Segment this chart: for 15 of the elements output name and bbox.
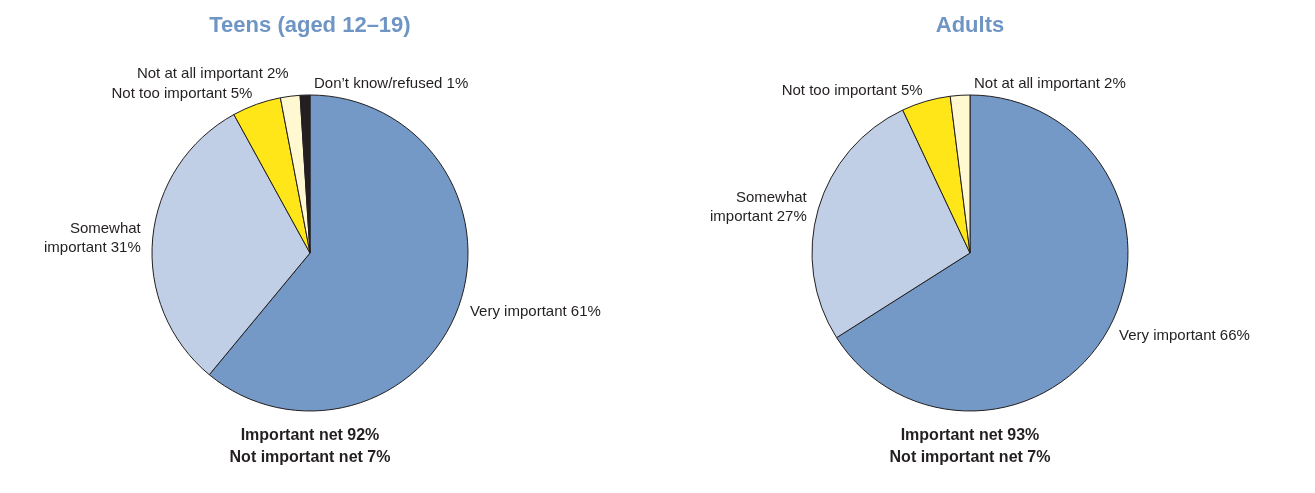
slice-label: Not at all important 2%	[974, 74, 1126, 92]
slice-label: Very important 66%	[1118, 325, 1250, 343]
slice-label: Not too important 5%	[781, 80, 923, 98]
chart-title: Adults	[935, 12, 1005, 37]
slice-label: Not too important 5%	[111, 84, 253, 102]
text: Not important net 7%	[229, 448, 391, 465]
chart-title: Teens (aged 12–19)	[209, 12, 411, 37]
text: Important net 92%	[240, 426, 380, 443]
text: Not important net 7%	[889, 448, 1051, 465]
slice-label: Somewhat important 31%	[44, 219, 142, 255]
slice-label: Somewhat important 27%	[710, 187, 808, 224]
text: Important net 93%	[900, 426, 1040, 443]
slice-label: Don’t know/refused 1%	[314, 74, 469, 92]
slice-label: Not at all important 2%	[136, 64, 289, 82]
slice-label: Very important 61%	[469, 301, 601, 319]
